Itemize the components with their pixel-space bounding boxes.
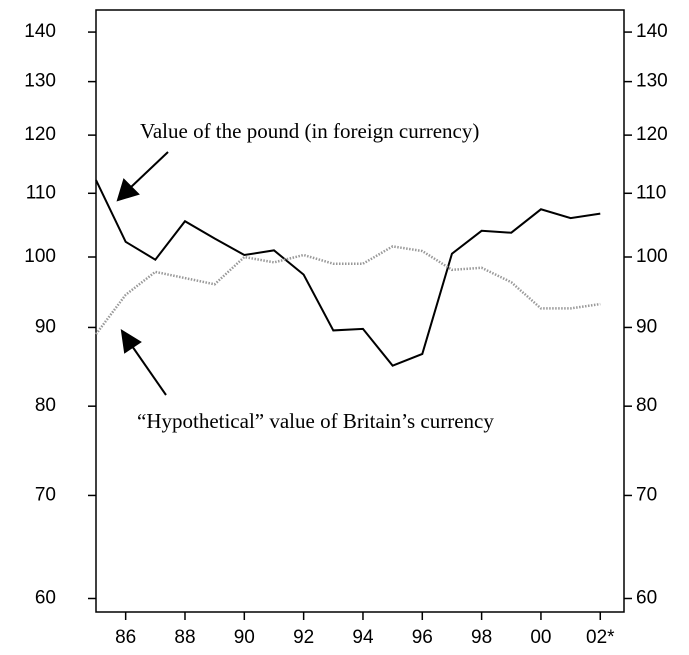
- x-tick-label: 90: [234, 627, 255, 648]
- y-tick-label: 110: [26, 182, 56, 203]
- arrow: [129, 151, 169, 189]
- y2-tick-label: 120: [636, 124, 668, 145]
- y2-tick-label: 100: [636, 246, 668, 267]
- y-tick-label: 60: [35, 588, 56, 609]
- annotation: “Hypothetical” value of Britain’s curren…: [137, 409, 494, 433]
- y-tick-label: 120: [24, 124, 56, 145]
- y2-tick-label: 90: [636, 316, 657, 337]
- x-tick-label: 86: [115, 627, 136, 648]
- x-tick-label: 94: [352, 627, 374, 648]
- y-tick-label: 70: [35, 484, 56, 505]
- arrowhead: [120, 329, 142, 354]
- y2-tick-label: 80: [636, 395, 657, 416]
- x-tick-label: 96: [412, 627, 433, 648]
- y2-tick-label: 60: [636, 588, 657, 609]
- series-line: [95, 245, 601, 335]
- y2-tick-label: 110: [636, 182, 666, 203]
- y2-tick-label: 70: [636, 484, 657, 505]
- y-tick-label: 140: [24, 21, 56, 42]
- arrow: [131, 345, 167, 396]
- y-tick-label: 80: [35, 395, 56, 416]
- y2-tick-label: 140: [636, 21, 668, 42]
- y-tick-label: 100: [24, 246, 56, 267]
- plot-frame: [95, 9, 625, 613]
- x-tick-label: 92: [293, 627, 314, 648]
- x-tick-label: 88: [174, 627, 195, 648]
- arrows: [116, 151, 169, 396]
- x-tick-label: 00: [530, 627, 551, 648]
- series-line: [95, 179, 601, 367]
- arrowhead: [116, 178, 140, 202]
- y-tick-label: 90: [35, 316, 56, 337]
- x-tick-label: 98: [471, 627, 492, 648]
- y-tick-label: 130: [24, 71, 56, 92]
- annotation: Value of the pound (in foreign currency): [140, 119, 479, 143]
- x-tick-label: 02*: [586, 627, 615, 648]
- y2-tick-label: 130: [636, 71, 668, 92]
